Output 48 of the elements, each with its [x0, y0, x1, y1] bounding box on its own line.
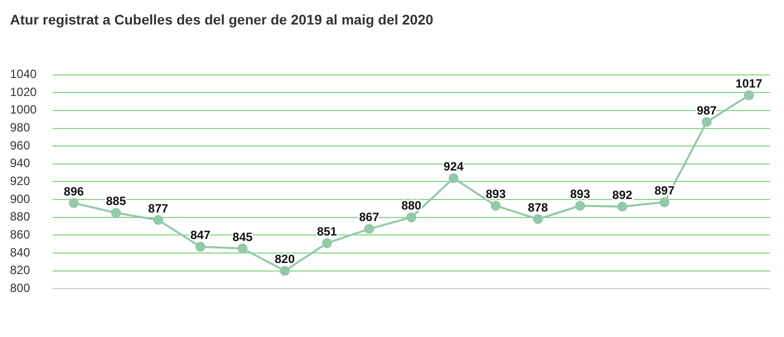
data-label: 820	[274, 252, 296, 266]
y-tick-label: 1040	[10, 67, 38, 82]
point	[660, 197, 670, 208]
point	[364, 224, 374, 234]
chart-title: Atur registrat a Cubelles des del gener de 2019 al maig del 2020	[10, 11, 434, 28]
point	[744, 90, 754, 100]
y-tick-label: 920	[10, 174, 30, 188]
y-tick-label: 960	[10, 138, 30, 152]
data-label: 878	[528, 200, 548, 214]
y-tick-label: 820	[10, 263, 30, 278]
point	[532, 214, 543, 224]
y-tick-label: 840	[10, 245, 30, 260]
data-label: 880	[401, 198, 422, 213]
data-label: 851	[316, 224, 338, 238]
data-label: 893	[570, 187, 590, 202]
data-label: 924	[444, 159, 464, 174]
data-label: 896	[64, 184, 84, 198]
y-tick-label: 900	[10, 192, 30, 206]
y-tick-label: 980	[10, 120, 30, 135]
data-label: 867	[359, 210, 380, 224]
data-label: 885	[106, 194, 126, 208]
data-label: 845	[232, 230, 253, 244]
data-label: 892	[612, 188, 633, 202]
y-tick-label: 860	[10, 227, 30, 242]
y-tick-label: 1020	[10, 84, 38, 99]
data-label: 1017	[736, 76, 763, 91]
y-tick-label: 880	[10, 210, 30, 224]
point	[280, 266, 290, 276]
y-tick-label: 1000	[10, 102, 38, 117]
data-label: 847	[190, 228, 211, 242]
y-tick-label: 940	[10, 156, 30, 170]
point	[490, 200, 501, 211]
point	[68, 198, 79, 208]
data-label: 897	[654, 184, 675, 198]
data-label: 877	[148, 201, 169, 216]
y-tick-label: 800	[10, 280, 30, 295]
point	[448, 173, 459, 184]
data-label: 893	[486, 187, 506, 202]
point	[195, 242, 206, 252]
point	[617, 202, 628, 212]
point	[406, 212, 416, 222]
point	[702, 117, 712, 128]
point	[110, 208, 121, 218]
point	[575, 200, 586, 211]
data-label: 987	[696, 103, 718, 118]
point	[238, 244, 248, 254]
point	[322, 238, 332, 248]
point	[153, 215, 164, 226]
